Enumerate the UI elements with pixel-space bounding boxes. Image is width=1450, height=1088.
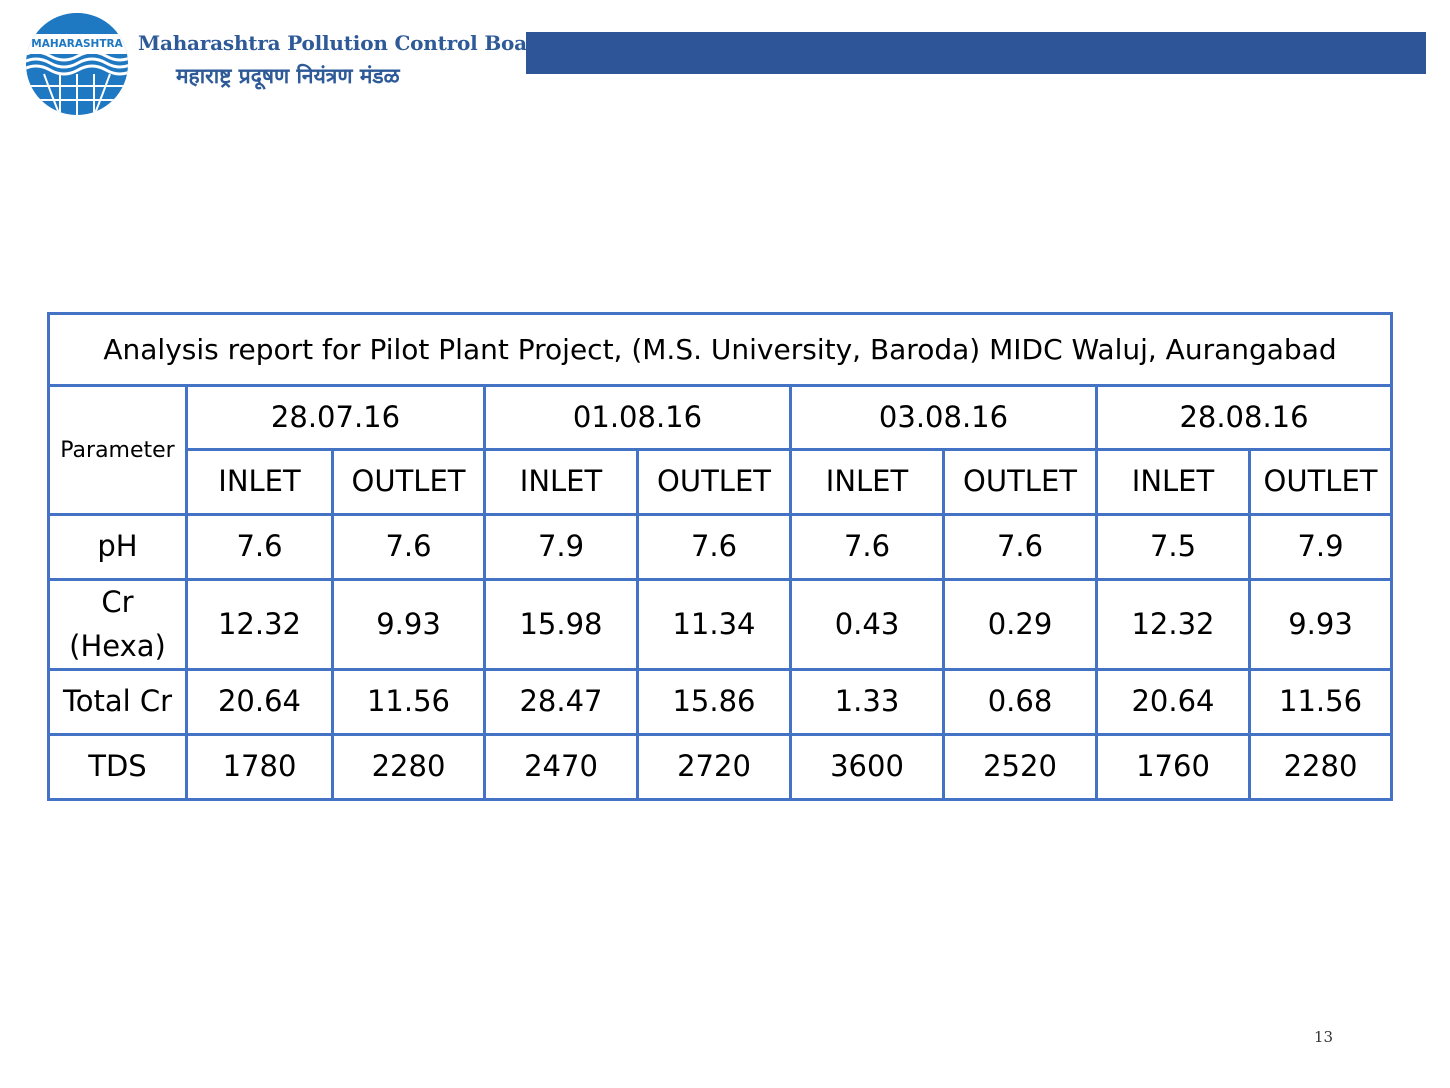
date-header: 28.08.16: [1094, 384, 1394, 451]
table-cell: 7.6: [331, 513, 486, 581]
table-cell: 12.32: [185, 578, 334, 671]
table-cell: 2520: [942, 733, 1098, 801]
row-label-line: (Hexa): [69, 628, 166, 663]
table-cell: 9.93: [331, 578, 486, 671]
header-bar: [526, 32, 1426, 74]
outlet-header: OUTLET: [1247, 448, 1394, 516]
table-row: TDS 1780 2280 2470 2720 3600 2520 1760 2…: [47, 733, 1394, 801]
table-cell: 7.9: [1247, 513, 1394, 581]
table-cell: 1780: [185, 733, 334, 801]
table-cell: 12.32: [1095, 578, 1251, 671]
table-cell: 11.56: [1247, 668, 1394, 736]
table-cell: 1.33: [789, 668, 945, 736]
analysis-table: Analysis report for Pilot Plant Project,…: [46, 312, 1394, 801]
table-cell: 3600: [789, 733, 945, 801]
table-cell: 11.34: [636, 578, 792, 671]
table-cell: 9.93: [1247, 578, 1394, 671]
outlet-header: OUTLET: [942, 448, 1098, 516]
outlet-header: OUTLET: [636, 448, 792, 516]
table-cell: 28.47: [483, 668, 639, 736]
table-row: Total Cr 20.64 11.56 28.47 15.86 1.33 0.…: [47, 668, 1394, 736]
table-cell: 1760: [1095, 733, 1251, 801]
row-label-tds: TDS: [47, 733, 188, 801]
table-cell: 2470: [483, 733, 639, 801]
table-cell: 7.6: [636, 513, 792, 581]
table-cell: 2280: [331, 733, 486, 801]
date-header: 03.08.16: [789, 384, 1098, 451]
inlet-header: INLET: [483, 448, 639, 516]
org-name-english: Maharashtra Pollution Control Board: [138, 31, 552, 55]
table-cell: 20.64: [1095, 668, 1251, 736]
row-label-line: Cr: [101, 585, 134, 619]
logo-text: MAHARASHTRA: [31, 38, 123, 50]
row-label-cr-hexa: Cr (Hexa): [47, 578, 188, 671]
table-cell: 7.6: [789, 513, 945, 581]
mpcb-logo: MAHARASHTRA: [22, 12, 132, 116]
row-label-ph: pH: [47, 513, 188, 581]
table-cell: 11.56: [331, 668, 486, 736]
inlet-header: INLET: [185, 448, 334, 516]
table-row: Cr (Hexa) 12.32 9.93 15.98 11.34 0.43 0.…: [47, 578, 1394, 671]
table-cell: 2720: [636, 733, 792, 801]
table-cell: 7.6: [185, 513, 334, 581]
table-cell: 15.98: [483, 578, 639, 671]
table-cell: 0.68: [942, 668, 1098, 736]
parameter-header: Parameter: [47, 384, 188, 516]
table-row: pH 7.6 7.6 7.9 7.6 7.6 7.6 7.5 7.9: [47, 513, 1394, 581]
table-cell: 2280: [1247, 733, 1394, 801]
table-cell: 0.29: [942, 578, 1098, 671]
page-number: 13: [1314, 1028, 1334, 1046]
table-cell: 15.86: [636, 668, 792, 736]
table-cell: 7.9: [483, 513, 639, 581]
table-title: Analysis report for Pilot Plant Project,…: [46, 312, 1394, 387]
org-name-marathi: महाराष्ट्र प्रदूषण नियंत्रण मंडळ: [176, 63, 400, 88]
table-cell: 0.43: [789, 578, 945, 671]
row-label-total-cr: Total Cr: [47, 668, 188, 736]
table-cell: 7.6: [942, 513, 1098, 581]
table-cell: 7.5: [1095, 513, 1251, 581]
date-header: 28.07.16: [185, 384, 486, 451]
outlet-header: OUTLET: [331, 448, 486, 516]
inlet-header: INLET: [1095, 448, 1251, 516]
date-header: 01.08.16: [483, 384, 792, 451]
inlet-header: INLET: [789, 448, 945, 516]
table-cell: 20.64: [185, 668, 334, 736]
